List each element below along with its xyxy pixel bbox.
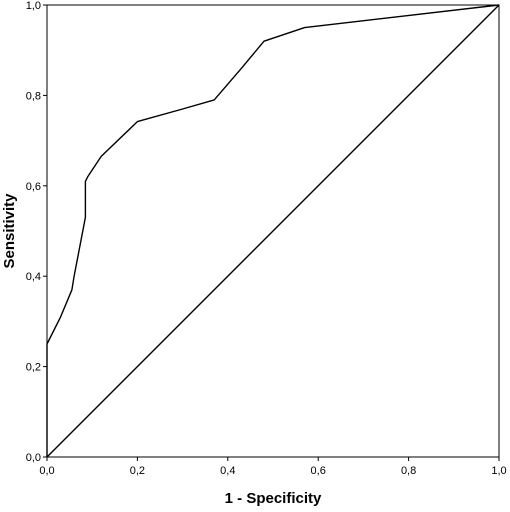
y-tick-label: 0,2: [26, 362, 41, 374]
x-axis-ticks: 0,0 0,2 0,4 0,6 0,8 1,0: [39, 457, 507, 477]
y-tick-label: 0,4: [26, 271, 41, 283]
x-tick-label: 1,0: [491, 465, 506, 477]
x-tick-label: 0,2: [130, 465, 145, 477]
y-tick-label: 0,6: [26, 181, 41, 193]
x-axis-title: 1 - Specificity: [225, 490, 322, 507]
y-axis-ticks: 0,0 0,2 0,4 0,6 0,8 1,0: [26, 0, 47, 464]
roc-curve-line: [46, 4, 500, 457]
y-tick-label: 0,0: [26, 452, 41, 464]
y-tick-label: 0,8: [26, 90, 41, 102]
y-axis-title: Sensitivity: [1, 193, 18, 269]
x-tick-label: 0,8: [401, 465, 416, 477]
reference-diagonal-line: [46, 4, 500, 458]
y-tick-label: 1,0: [26, 0, 41, 12]
x-tick-label: 0,6: [311, 465, 326, 477]
series-layer: [46, 4, 500, 458]
x-tick-label: 0,4: [220, 465, 235, 477]
x-tick-label: 0,0: [39, 465, 54, 477]
